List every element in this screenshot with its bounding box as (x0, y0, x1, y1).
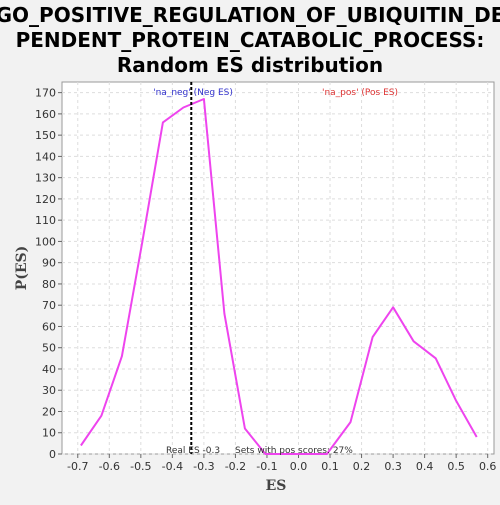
x-tick-label: -0.7 (67, 460, 88, 473)
y-axis-title: P(ES) (14, 246, 30, 291)
gridlines (62, 82, 494, 455)
y-tick-label: 30 (42, 384, 56, 397)
x-tick-label: -0.5 (130, 460, 151, 473)
y-tick-label: 150 (35, 129, 56, 142)
x-tick-label: 0.4 (416, 460, 434, 473)
x-tick-label: 0.3 (384, 460, 402, 473)
y-tick-label: 140 (35, 150, 56, 163)
y-tick-label: 120 (35, 193, 56, 206)
y-tick-label: 20 (42, 405, 56, 418)
x-tick-label: -0.6 (99, 460, 120, 473)
x-tick-label: 0.2 (353, 460, 371, 473)
y-tick-label: 70 (42, 299, 56, 312)
real-es-text: Real ES -0.3 (166, 446, 220, 456)
series-layer (80, 98, 478, 455)
neg-es-annotation: 'na_neg' (Neg ES) (153, 88, 233, 98)
x-tick-label: -0.2 (225, 460, 246, 473)
pos-es-annotation: 'na_pos' (Pos ES) (322, 88, 398, 98)
x-tick-label: -0.4 (162, 460, 183, 473)
chart-title-line-2: PENDENT_PROTEIN_CATABOLIC_PROCESS: (16, 28, 485, 52)
y-tick-label: 80 (42, 278, 56, 291)
y-tick-label: 110 (35, 214, 56, 227)
chart-title-line-1: GO_POSITIVE_REGULATION_OF_UBIQUITIN_DE (0, 3, 500, 27)
y-tick-label: 90 (42, 257, 56, 270)
y-tick-label: 100 (35, 235, 56, 248)
y-tick-label: 10 (42, 427, 56, 440)
x-tick-label: 0.6 (479, 460, 497, 473)
x-tick-label: 0.1 (321, 460, 339, 473)
y-tick-label: 160 (35, 108, 56, 121)
es-distribution-line (80, 98, 478, 455)
y-tick-label: 60 (42, 320, 56, 333)
pos-scores-text: Sets with pos scores: 27% (235, 446, 353, 456)
y-tick-label: 130 (35, 172, 56, 185)
x-tick-label: 0.5 (447, 460, 465, 473)
x-tick-label: -0.1 (256, 460, 277, 473)
axes: 0 10 20 30 40 50 60 70 80 90 100 110 120 130 140 150 160… (35, 87, 496, 473)
y-tick-label: 50 (42, 342, 56, 355)
chart-title-line-3: Random ES distribution (117, 53, 383, 77)
y-tick-label: 0 (49, 448, 56, 461)
x-tick-label: -0.3 (193, 460, 214, 473)
y-tick-label: 170 (35, 87, 56, 100)
x-axis-title: ES (266, 478, 287, 494)
y-tick-label: 40 (42, 363, 56, 376)
x-tick-label: 0.0 (290, 460, 308, 473)
plot-area (61, 81, 495, 455)
